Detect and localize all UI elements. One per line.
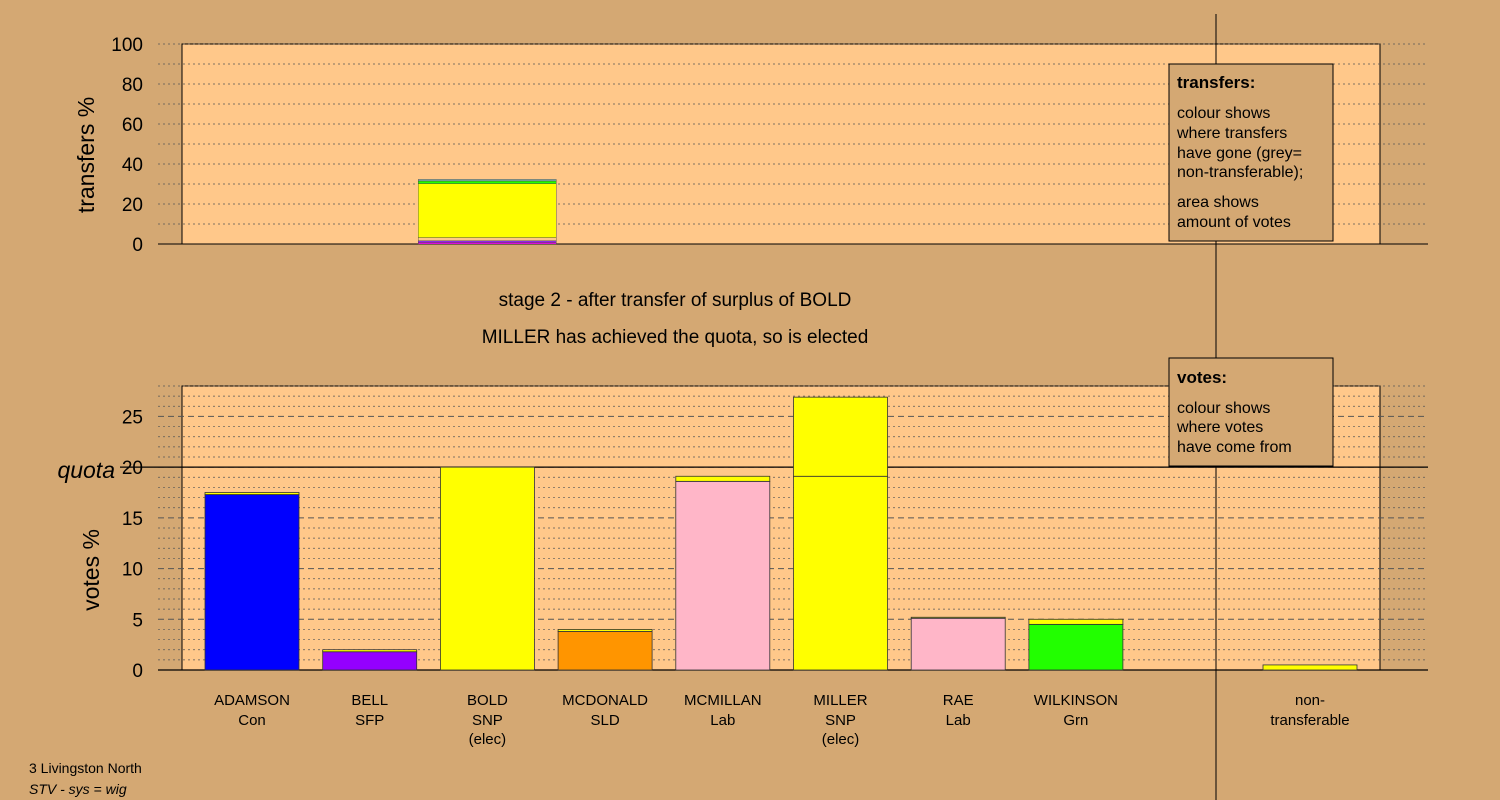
status-text: MILLER has achieved the quota, so is ele… (482, 327, 869, 348)
transfers-legend-line: non-transferable); (1177, 164, 1303, 181)
candidate-party: SFP (355, 712, 384, 729)
quota-label: quota (57, 457, 115, 483)
vote-segment (793, 396, 888, 477)
votes-legend-line: colour shows (1177, 400, 1270, 417)
transfers-y-axis-title: transfers % (73, 97, 99, 213)
y-tick-label: 25 (122, 407, 143, 428)
candidate-name: MCDONALD (562, 692, 648, 709)
non-transferable-bar (1262, 664, 1358, 671)
y-tick-label: 60 (122, 115, 143, 136)
votes-legend-line: where votes (1176, 419, 1263, 436)
non-transferable-label: transferable (1270, 712, 1349, 729)
y-tick-label: 5 (132, 610, 143, 631)
y-tick-label: 20 (122, 195, 143, 216)
candidate-party: SLD (591, 712, 620, 729)
candidate-name: WILKINSON (1034, 692, 1118, 709)
votes-legend-line: have come from (1177, 439, 1292, 456)
votes-y-ticks: 0 5 10 15 20 25 (122, 407, 143, 682)
vote-segment (910, 616, 1006, 619)
transfer-segment (418, 237, 557, 242)
candidate-name: ADAMSON (214, 692, 290, 709)
vote-segment (322, 651, 418, 671)
y-tick-label: 40 (122, 155, 143, 176)
vote-segment (910, 617, 1006, 671)
transfer-segment (418, 183, 557, 238)
candidate-party: SNP (825, 712, 856, 729)
vote-segment (322, 649, 418, 653)
y-tick-label: 0 (132, 661, 143, 682)
transfers-legend: transfers: colour shows where transfers … (1168, 63, 1334, 242)
candidate-party: Lab (710, 712, 735, 729)
transfers-gridlines (158, 43, 1428, 245)
vote-segment (557, 631, 653, 671)
transfers-legend-line: amount of votes (1177, 214, 1291, 231)
vote-segment (204, 494, 300, 671)
vote-segment (439, 466, 535, 671)
y-tick-label: 15 (122, 509, 143, 530)
system-label: STV - sys = wig (29, 781, 127, 797)
y-tick-label: 10 (122, 560, 143, 581)
stage-title: stage 2 - after transfer of surplus of B… (499, 290, 852, 311)
candidate-elected: (elec) (822, 731, 860, 748)
transfers-bars (418, 179, 557, 245)
transfers-legend-box (1168, 63, 1334, 242)
transfer-segment (418, 179, 557, 182)
non-transferable-label: non- (1295, 692, 1325, 709)
candidate-name: BOLD (467, 692, 508, 709)
vote-segment (675, 480, 771, 671)
candidate-party: Lab (946, 712, 971, 729)
transfers-legend-line: colour shows (1177, 105, 1270, 122)
vote-segment (1028, 618, 1124, 625)
transfers-legend-line: area shows (1177, 194, 1259, 211)
ward-name: 3 Livingston North (29, 760, 142, 776)
transfer-segment (418, 240, 557, 243)
y-tick-label: 0 (132, 235, 143, 256)
votes-legend-heading: votes: (1177, 368, 1227, 387)
votes-legend-box (1168, 357, 1334, 467)
transfers-y-ticks: 0 20 40 60 80 100 (111, 35, 143, 256)
y-tick-label: 100 (111, 35, 143, 56)
transfers-legend-line: have gone (grey= (1177, 145, 1302, 162)
y-tick-label: 20 (122, 458, 143, 479)
transfer-segment (418, 180, 557, 184)
vote-segment (793, 475, 888, 671)
candidate-party: SNP (472, 712, 503, 729)
transfer-segment (418, 242, 557, 245)
candidate-name: MCMILLAN (684, 692, 762, 709)
candidate-name: RAE (943, 692, 974, 709)
candidate-name: MILLER (813, 692, 867, 709)
vote-segment (557, 629, 653, 632)
vote-segment (204, 492, 300, 495)
votes-chart: 0 5 10 15 20 25 ADAMSON Con BELL SFP BOLD SNP (elec… (57, 385, 1428, 748)
candidate-party: Con (238, 712, 266, 729)
votes-bars (204, 396, 1358, 671)
transfers-legend-line: where transfers (1176, 125, 1287, 142)
votes-y-axis-title: votes % (78, 529, 104, 611)
y-tick-label: 80 (122, 75, 143, 96)
candidate-party: Grn (1063, 712, 1088, 729)
transfers-legend-heading: transfers: (1177, 73, 1255, 92)
vote-segment (1028, 623, 1124, 671)
votes-legend: votes: colour shows where votes have com… (1168, 357, 1334, 467)
vote-segment (675, 475, 771, 482)
candidate-elected: (elec) (469, 731, 507, 748)
candidate-name: BELL (351, 692, 388, 709)
candidate-labels: ADAMSON Con BELL SFP BOLD SNP (elec) MCDONALD SL… (214, 692, 1350, 748)
